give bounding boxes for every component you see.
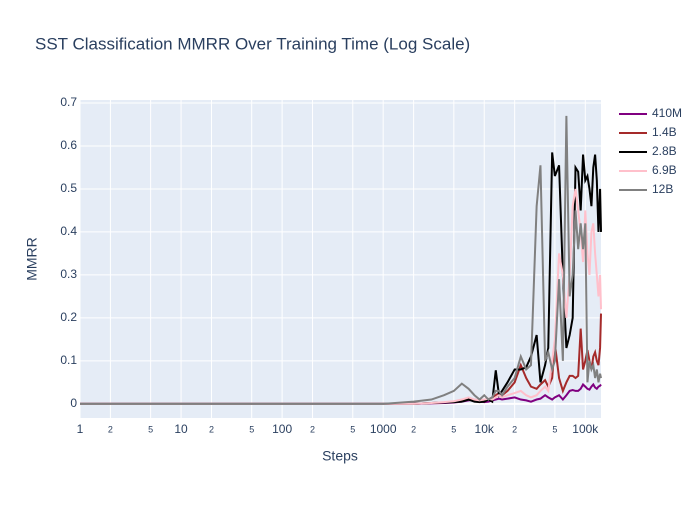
legend-label: 1.4B [652,125,677,139]
y-tick-label: 0.1 [60,353,77,367]
y-tick-label: 0.7 [60,95,77,109]
y-tick-label: 0 [70,396,77,410]
legend-label: 410M [652,106,682,120]
x-tick-label: 2 [108,424,113,434]
x-tick-label: 5 [148,424,153,434]
legend-label: 6.9B [652,163,677,177]
x-axis-title: Steps [322,448,358,464]
series-line [80,115,602,405]
y-tick-label: 0.3 [60,267,77,281]
x-tick-label: 1000 [370,422,397,436]
y-axis-title: MMRR [24,237,40,281]
x-tick-label: 5 [451,424,456,434]
x-tick-label: 2 [411,424,416,434]
x-tick-label: 5 [249,424,254,434]
y-tick-label: 0.2 [60,310,77,324]
x-tick-label: 100k [572,422,599,436]
x-tick-label: 5 [552,424,557,434]
x-tick-label: 2 [209,424,214,434]
x-tick-label: 100 [272,422,292,436]
x-tick-label: 10 [174,422,188,436]
x-tick-label: 2 [310,424,315,434]
chart-title: SST Classification MMRR Over Training Ti… [35,34,470,53]
legend-label: 2.8B [652,144,677,158]
legend-label: 12B [652,182,673,196]
x-tick-label: 5 [350,424,355,434]
x-tick-label: 2 [512,424,517,434]
x-tick-label: 1 [77,422,84,436]
x-tick-label: 10k [475,422,495,436]
y-tick-label: 0.4 [60,224,77,238]
y-tick-label: 0.5 [60,181,77,195]
y-tick-label: 0.6 [60,138,77,152]
